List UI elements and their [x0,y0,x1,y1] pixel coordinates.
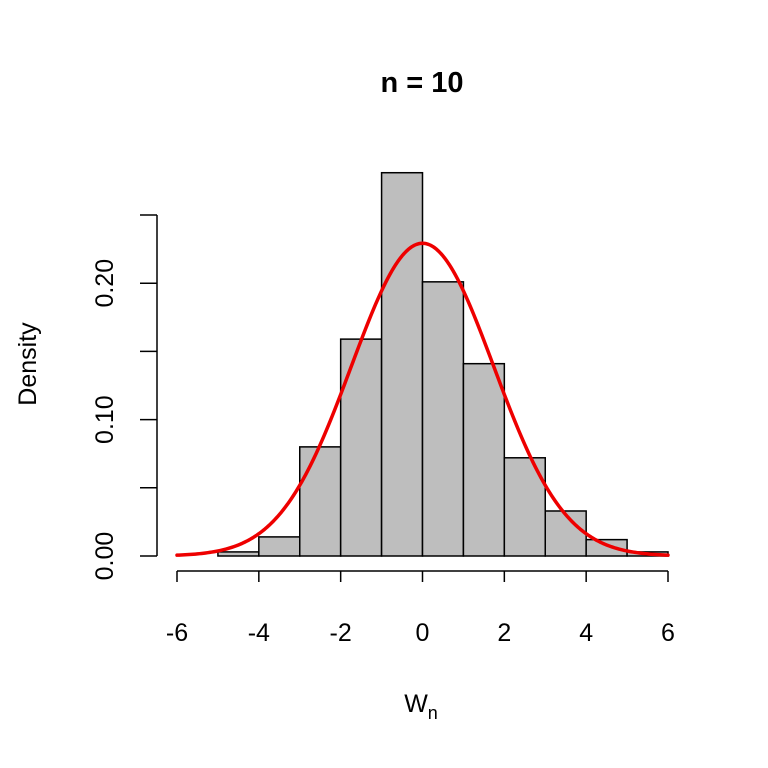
histogram-bar [258,536,301,557]
x-tick-label: 2 [497,619,511,647]
histogram-bar [380,171,424,557]
histogram-bar [421,281,465,557]
y-tick-label: 0.10 [91,395,119,444]
x-tick-label: 0 [416,619,430,647]
x-tick-label: -6 [166,619,188,647]
x-axis-title: Wn [404,690,438,723]
x-axis: -6 -4 -2 0 2 4 6 [166,570,675,647]
density-curve-layer [175,241,670,557]
y-tick-label: 0.20 [91,259,119,308]
x-tick-label: 6 [661,619,675,647]
histogram-bar [544,510,587,557]
x-tick-label: 4 [579,619,593,647]
histogram-bar [217,551,260,557]
density-curve-line [175,241,670,557]
x-tick-label: -4 [248,619,270,647]
x-axis-title-main: W [404,690,428,718]
y-axis-title: Density [14,322,42,406]
x-axis-title-subscript: n [428,703,438,723]
histogram-bars [217,171,669,557]
x-tick-label: -2 [330,619,352,647]
histogram-bar [462,362,506,557]
chart-title: n = 10 [380,67,463,99]
y-axis: 0.00 0.10 0.20 [91,214,158,581]
y-tick-label: 0.00 [91,532,119,581]
histogram-bar [339,338,383,557]
histogram-bar [585,538,628,557]
histogram-bar [299,446,342,557]
